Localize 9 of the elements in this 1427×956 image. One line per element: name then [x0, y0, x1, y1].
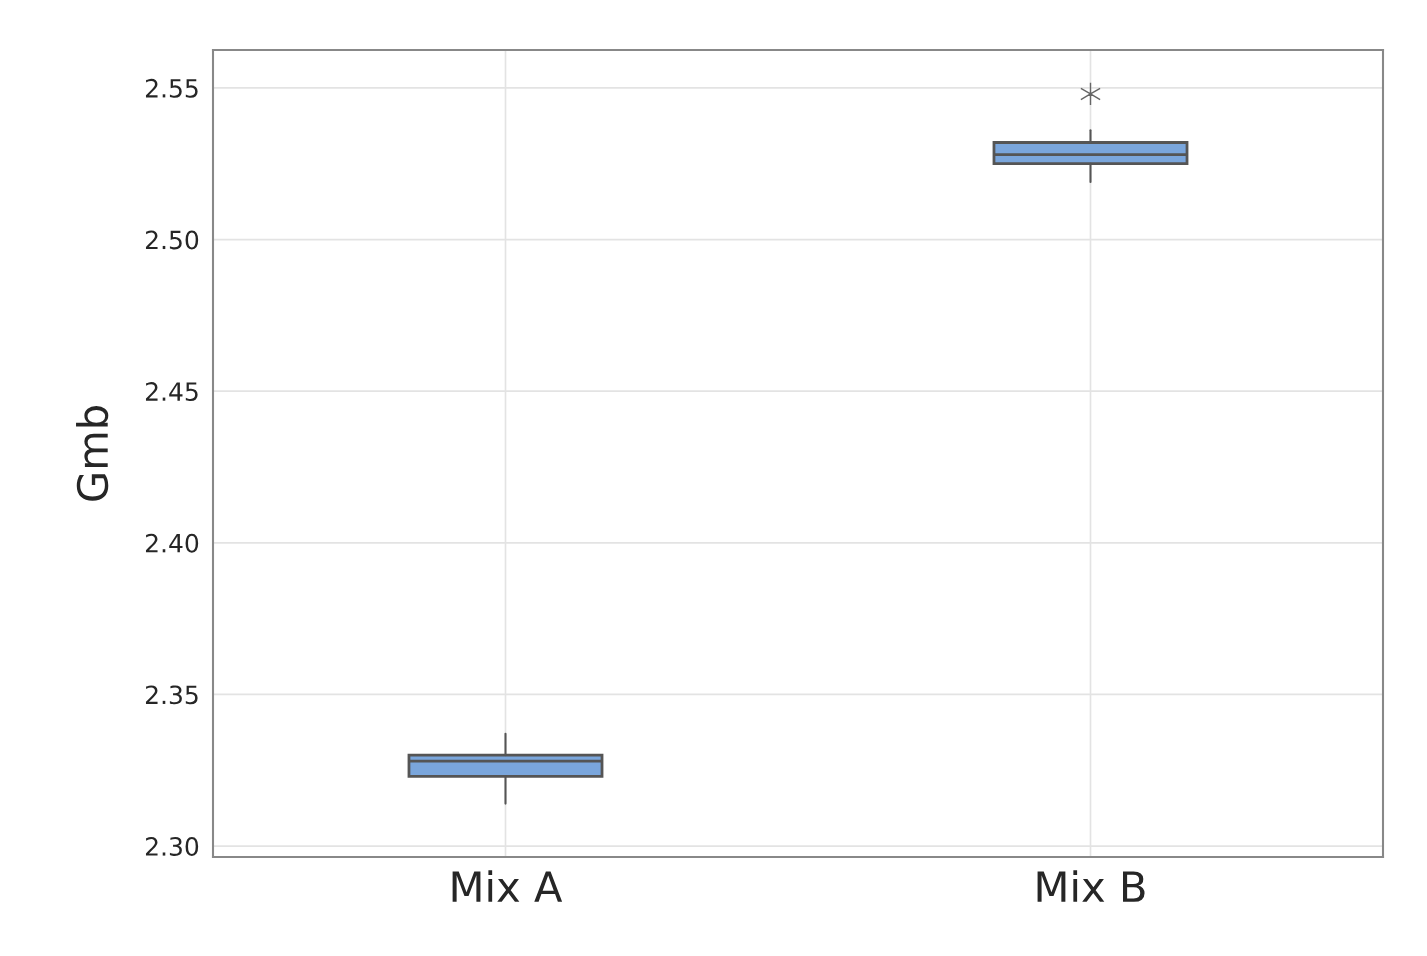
y-axis-title: Gmb [76, 406, 109, 501]
y-tick-label: 2.45 [145, 382, 198, 402]
y-tick-label: 2.35 [145, 685, 198, 705]
x-tick-label: Mix B [1037, 870, 1145, 902]
y-tick-label: 2.40 [145, 533, 199, 553]
x-tick-label: Mix A [452, 870, 563, 902]
y-tick-label: 2.30 [145, 837, 199, 856]
y-tick-label: 2.55 [145, 78, 198, 98]
y-tick-label: 2.50 [145, 230, 199, 250]
